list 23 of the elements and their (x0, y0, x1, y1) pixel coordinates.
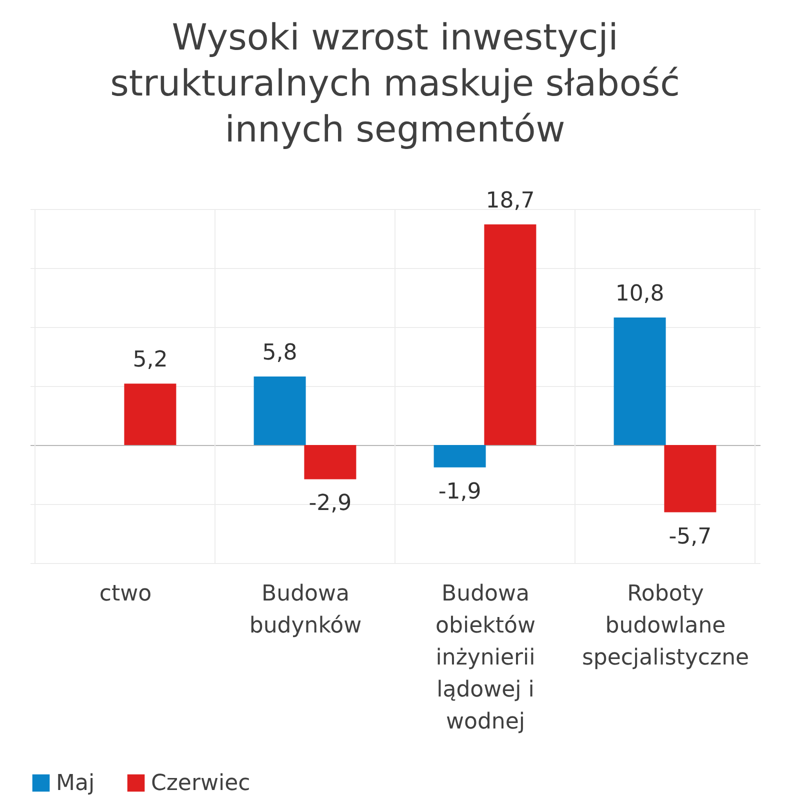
data-label: -1,9 (438, 479, 482, 504)
bar (434, 445, 486, 468)
data-label: 18,7 (486, 188, 535, 214)
x-tick-label: ctwo (99, 582, 152, 606)
bar (664, 445, 716, 512)
x-tick-label: Budowa obiektów inżynierii lądowej i wodnej (436, 582, 536, 734)
text: Wysoki wzrost inwestycji (172, 17, 618, 58)
legend-label: Czerwiec (151, 771, 250, 796)
data-label: 10,8 (615, 282, 664, 307)
bar (124, 384, 176, 445)
data-label: 5,2 (132, 348, 168, 373)
text: innych segmentów (224, 109, 566, 150)
data-label: 5,8 (262, 340, 298, 366)
data-label: -5,7 (668, 524, 712, 550)
legend-label: Maj (56, 771, 95, 796)
bar (304, 445, 356, 480)
bar (254, 376, 306, 445)
data-label: -2,9 (308, 491, 352, 516)
x-tick-label: Budowa budynków (249, 582, 362, 638)
bar (484, 224, 536, 445)
text: strukturalnych maskuje słabość (110, 63, 680, 104)
bar (614, 318, 666, 445)
x-tick-label: Roboty budowlane specjalistyczne (582, 582, 750, 670)
